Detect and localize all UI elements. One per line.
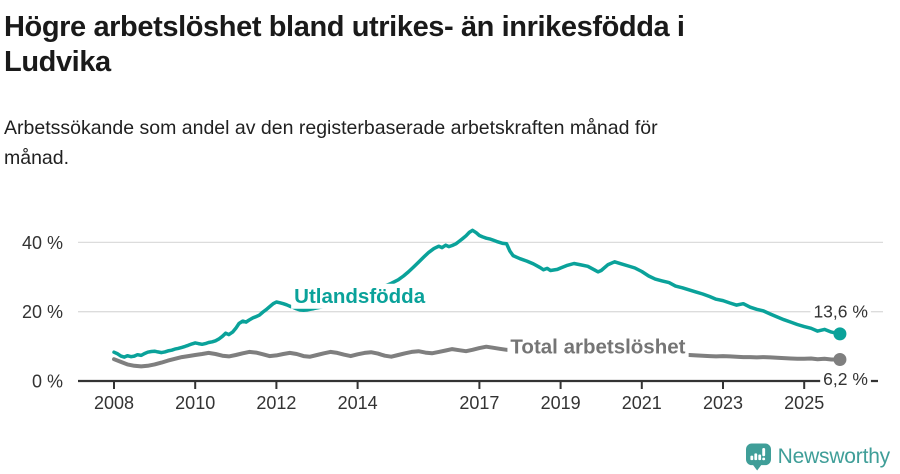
end-dot-utlandsfodda	[833, 327, 847, 341]
x-tick-label-2017: 2017	[459, 393, 499, 413]
x-tick-label-2014: 2014	[338, 393, 378, 413]
series-line-total	[112, 344, 842, 369]
y-tick-label-40: 40 %	[22, 233, 63, 253]
series-label-utlandsfodda-backdrop	[291, 283, 429, 309]
end-value-label-total: 6,2 %	[823, 369, 868, 389]
series-label-total: Total arbetslöshet	[510, 336, 685, 359]
end-value-label-utlandsfodda-backdrop	[810, 300, 871, 323]
series-label-utlandsfodda: Utlandsfödda	[294, 285, 426, 308]
end-dot-total	[833, 353, 847, 367]
chart-subtitle: Arbetssökande som andel av den registerb…	[4, 113, 882, 173]
chart-title-line-1: Högre arbetslöshet bland utrikes- än inr…	[4, 11, 685, 43]
line-chart: 2008 2010 2012 2014 2017 2019 2021 2023 2025 0 % 2…	[0, 200, 900, 445]
y-tick-label-0: 0 %	[32, 372, 63, 392]
x-tick-label-2012: 2012	[256, 393, 296, 413]
brand-name: Newsworthy	[777, 445, 891, 468]
end-value-label-total-backdrop	[820, 368, 871, 391]
chart-subtitle-line-1: Arbetssökande som andel av den registerb…	[4, 117, 658, 139]
series-label-total-backdrop	[507, 334, 689, 360]
chart-header: Högre arbetslöshet bland utrikes- än inr…	[0, 0, 900, 173]
x-tick-label-2008: 2008	[94, 393, 134, 413]
y-tick-label-20: 20 %	[22, 302, 63, 322]
unemployment-line-chart-svg: 2008 2010 2012 2014 2017 2019 2021 2023 2025 0 % 2…	[22, 228, 883, 413]
x-tick-label-2025: 2025	[784, 393, 824, 413]
newsworthy-logo-icon	[745, 443, 771, 471]
end-value-label-utlandsfodda: 13,6 %	[813, 302, 867, 322]
series-line-utlandsfodda	[112, 228, 842, 359]
chart-title-line-2: Ludvika	[4, 46, 111, 78]
chart-title: Högre arbetslöshet bland utrikes- än inr…	[4, 10, 882, 80]
brand-attribution-link[interactable]: Newsworthy	[745, 443, 891, 471]
x-tick-label-2019: 2019	[541, 393, 581, 413]
x-tick-label-2023: 2023	[703, 393, 743, 413]
x-tick-label-2010: 2010	[175, 393, 215, 413]
chart-subtitle-line-2: månad.	[4, 147, 70, 169]
x-tick-label-2021: 2021	[622, 393, 662, 413]
